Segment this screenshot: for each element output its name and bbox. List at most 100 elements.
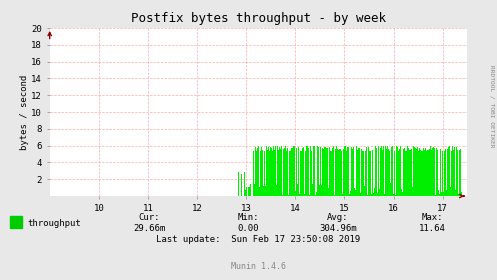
Bar bbox=[418, 151, 419, 196]
Text: Cur:: Cur: bbox=[138, 213, 160, 222]
Bar bbox=[254, 190, 255, 196]
Bar bbox=[452, 146, 453, 196]
Bar bbox=[357, 150, 358, 196]
Bar bbox=[297, 185, 298, 196]
Bar bbox=[267, 195, 268, 196]
Bar bbox=[414, 195, 415, 196]
Bar bbox=[331, 151, 332, 196]
Bar bbox=[386, 149, 387, 196]
Bar bbox=[261, 147, 262, 196]
Bar bbox=[398, 151, 399, 196]
Bar bbox=[396, 188, 397, 196]
Bar bbox=[390, 183, 391, 196]
Bar bbox=[369, 151, 370, 196]
Bar bbox=[285, 146, 286, 196]
Bar bbox=[421, 151, 422, 196]
Bar bbox=[320, 147, 321, 196]
Bar bbox=[345, 192, 346, 196]
Bar bbox=[330, 151, 331, 196]
Bar bbox=[308, 148, 309, 196]
Bar bbox=[250, 184, 251, 196]
Bar bbox=[256, 151, 257, 196]
Bar bbox=[419, 151, 420, 196]
Bar bbox=[380, 149, 381, 196]
Bar bbox=[460, 149, 461, 196]
Bar bbox=[400, 146, 401, 196]
Text: Min:: Min: bbox=[238, 213, 259, 222]
Bar bbox=[319, 185, 320, 196]
Bar bbox=[350, 191, 351, 196]
Bar bbox=[363, 194, 364, 196]
Bar bbox=[424, 150, 425, 196]
Text: 0.00: 0.00 bbox=[238, 224, 259, 233]
Bar bbox=[307, 194, 308, 196]
Bar bbox=[288, 195, 289, 196]
Bar bbox=[429, 149, 430, 196]
Bar bbox=[428, 150, 429, 196]
Bar bbox=[296, 148, 297, 196]
Bar bbox=[326, 147, 327, 196]
Bar bbox=[274, 150, 275, 196]
Bar bbox=[259, 187, 260, 196]
Bar bbox=[372, 150, 373, 196]
Bar bbox=[455, 190, 456, 196]
Text: 29.66m: 29.66m bbox=[133, 224, 165, 233]
Bar bbox=[433, 147, 434, 196]
Bar bbox=[322, 148, 323, 196]
Bar bbox=[339, 194, 340, 196]
Bar bbox=[304, 150, 305, 196]
Bar bbox=[283, 184, 284, 196]
Bar bbox=[306, 146, 307, 196]
Bar bbox=[458, 194, 459, 196]
Bar bbox=[379, 195, 380, 196]
Bar bbox=[332, 148, 333, 196]
Bar bbox=[312, 184, 313, 196]
Bar bbox=[438, 190, 439, 196]
Bar bbox=[349, 194, 350, 196]
Bar bbox=[382, 150, 383, 196]
Bar bbox=[416, 149, 417, 196]
Bar bbox=[265, 194, 266, 196]
Bar bbox=[368, 149, 369, 196]
Bar bbox=[384, 194, 385, 196]
Bar bbox=[417, 147, 418, 196]
Bar bbox=[315, 146, 316, 196]
Bar bbox=[445, 187, 446, 196]
Bar bbox=[425, 150, 426, 196]
Bar bbox=[442, 151, 443, 196]
Bar bbox=[419, 150, 420, 196]
Bar bbox=[359, 148, 360, 196]
Bar bbox=[399, 150, 400, 196]
Bar bbox=[337, 149, 338, 196]
Bar bbox=[295, 191, 296, 196]
Bar bbox=[263, 186, 264, 196]
Bar bbox=[241, 191, 242, 196]
Bar bbox=[280, 151, 281, 196]
Bar bbox=[443, 195, 444, 196]
Bar bbox=[360, 151, 361, 196]
Bar bbox=[352, 195, 353, 196]
Bar bbox=[284, 148, 285, 196]
Bar bbox=[348, 147, 349, 196]
Bar bbox=[459, 150, 460, 196]
Bar bbox=[355, 190, 356, 196]
Bar bbox=[336, 146, 337, 196]
Bar bbox=[349, 186, 350, 196]
Bar bbox=[395, 195, 396, 196]
Bar bbox=[397, 147, 398, 196]
Bar bbox=[338, 150, 339, 196]
Bar bbox=[363, 151, 364, 196]
Bar bbox=[327, 151, 328, 196]
Bar bbox=[400, 195, 401, 196]
Bar bbox=[433, 150, 434, 196]
Bar bbox=[269, 194, 270, 196]
Bar bbox=[393, 195, 394, 196]
Bar bbox=[389, 151, 390, 196]
Bar bbox=[415, 148, 416, 196]
Bar bbox=[292, 148, 293, 196]
Bar bbox=[408, 148, 409, 196]
Bar bbox=[366, 184, 367, 196]
Bar bbox=[300, 151, 301, 196]
Bar bbox=[456, 192, 457, 196]
Bar bbox=[302, 148, 303, 196]
